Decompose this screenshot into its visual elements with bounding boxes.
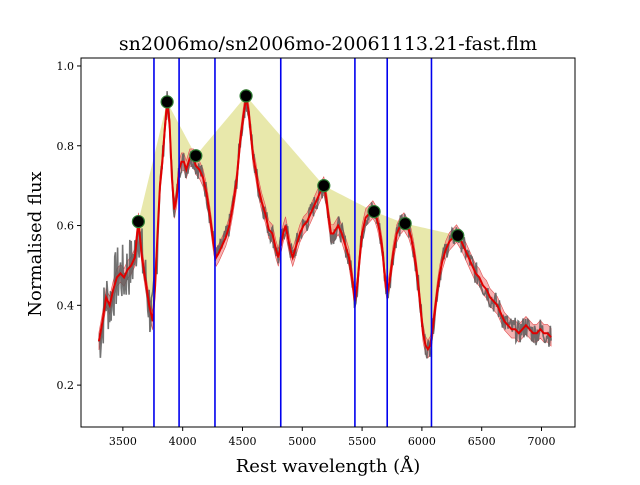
peak-marker <box>398 216 412 231</box>
peak-marker <box>160 95 174 109</box>
y-tick-label: 0.8 <box>57 140 75 153</box>
x-tick-label: 7000 <box>528 435 556 448</box>
x-tick-label: 4000 <box>169 435 197 448</box>
y-axis-label: Normalised flux <box>25 171 46 316</box>
uncertainty-band <box>98 89 552 359</box>
peak-marker <box>451 228 465 243</box>
x-tick-label: 5500 <box>348 435 376 448</box>
x-tick-label: 5000 <box>288 435 316 448</box>
peak-marker <box>189 149 203 163</box>
chart-title: sn2006mo/sn2006mo-20061113.21-fast.flm <box>119 33 537 55</box>
x-axis-label: Rest wavelength (Å) <box>236 455 420 477</box>
y-tick-label: 0.2 <box>57 379 75 392</box>
peak-marker <box>239 89 253 103</box>
y-tick-label: 0.6 <box>57 220 75 233</box>
raw-spectrum-line <box>98 91 552 359</box>
x-tick-label: 4500 <box>228 435 256 448</box>
peak-marker <box>367 204 381 219</box>
y-tick-label: 1.0 <box>57 60 75 73</box>
plot-frame <box>80 57 576 428</box>
y-tick-label: 0.4 <box>57 299 75 312</box>
continuum-fill-region <box>138 95 457 350</box>
peak-marker <box>131 214 146 229</box>
peak-marker <box>317 179 331 193</box>
x-tick-label: 6000 <box>408 435 436 448</box>
x-tick-label: 6500 <box>468 435 496 448</box>
x-tick-label: 3500 <box>109 435 137 448</box>
smoothed-spectrum-line <box>97 97 552 352</box>
